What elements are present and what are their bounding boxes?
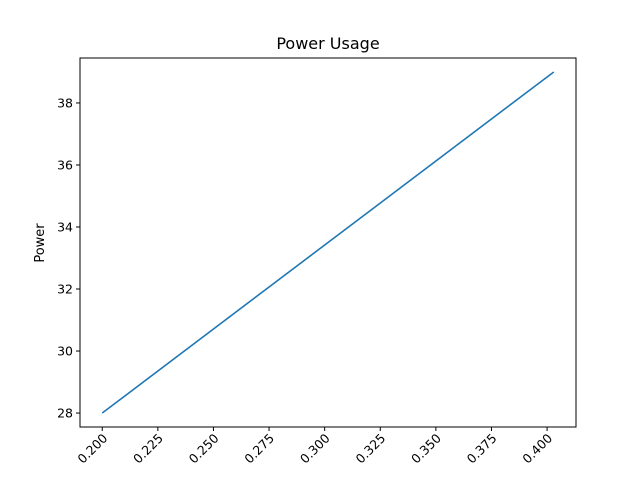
y-tick-label: 34 — [57, 219, 73, 234]
x-tick-label: 0.250 — [186, 430, 222, 466]
x-tick-label: 0.325 — [352, 431, 388, 467]
x-tick-label: 0.375 — [464, 431, 500, 467]
chart-title: Power Usage — [276, 34, 379, 53]
series-layer — [101, 71, 555, 414]
y-tick-label: 36 — [57, 157, 73, 172]
y-tick-label: 38 — [57, 95, 73, 110]
x-axis: 0.200 0.225 0.250 0.275 0.300 0.325 0.350 0.375… — [74, 427, 555, 466]
x-tick-label: 0.400 — [519, 430, 555, 466]
y-axis-label: Power — [33, 223, 48, 263]
series-line — [101, 71, 555, 414]
y-tick-label: 28 — [57, 406, 73, 421]
y-tick-label: 30 — [57, 344, 73, 359]
y-axis: 28 30 32 34 36 38 — [57, 95, 80, 421]
x-tick-label: 0.350 — [408, 430, 444, 466]
y-tick-label: 32 — [57, 282, 73, 297]
plot-frame — [79, 57, 577, 428]
x-tick-label: 0.200 — [74, 430, 110, 466]
x-tick-label: 0.275 — [241, 431, 277, 467]
x-tick-label: 0.225 — [130, 431, 166, 467]
x-tick-label: 0.300 — [297, 430, 333, 466]
